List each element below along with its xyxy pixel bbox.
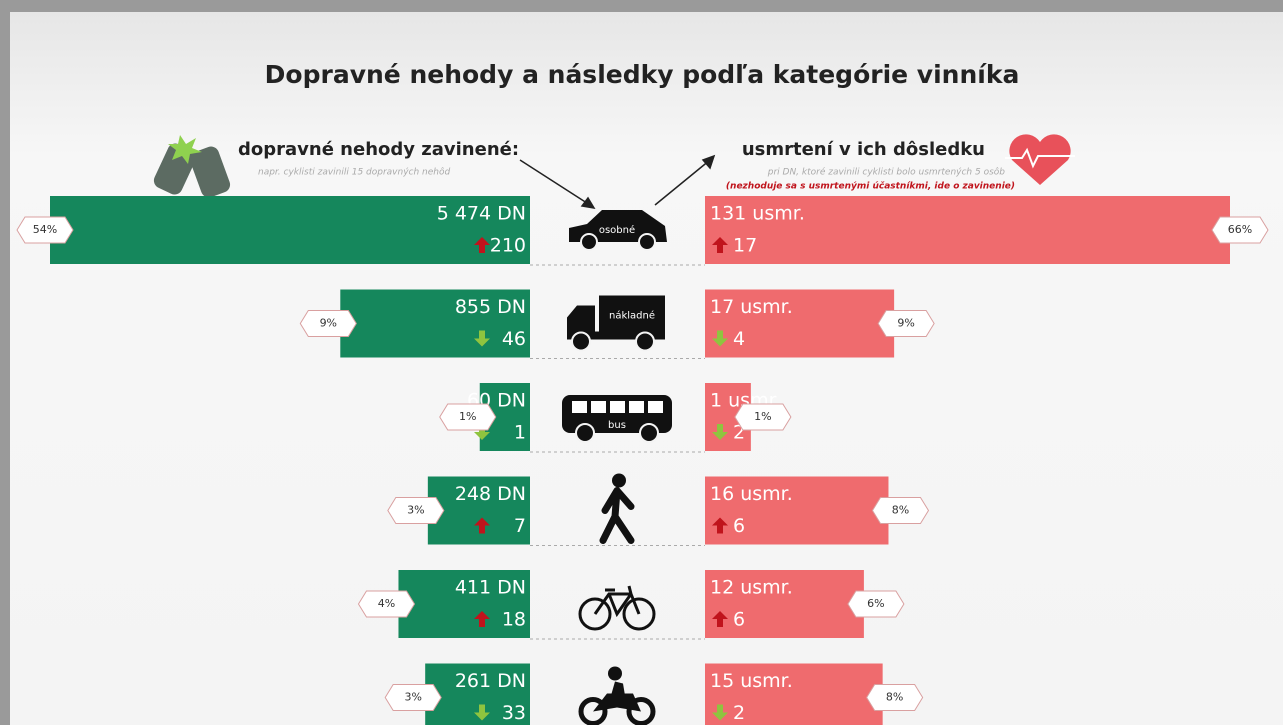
- accidents-label: 5 474 DN: [437, 203, 526, 225]
- deaths-label: 12 usmr.: [710, 577, 793, 599]
- deaths-change: 6: [733, 515, 745, 537]
- share-label: 8%: [886, 691, 903, 704]
- deaths-label: 131 usmr.: [710, 203, 805, 225]
- wheel: [640, 424, 658, 442]
- deaths-change: 17: [733, 235, 757, 257]
- right-heading: usmrtení v ich dôsledku: [742, 139, 985, 160]
- wheel: [572, 333, 590, 351]
- share-label: 9%: [897, 317, 914, 330]
- deaths-label: 17 usmr.: [710, 296, 793, 318]
- bus-window: [648, 401, 663, 413]
- category-label: nákladné: [609, 310, 655, 322]
- accidents-change: 1: [514, 422, 526, 444]
- share-label: 66%: [1228, 223, 1252, 236]
- share-label: 3%: [404, 691, 421, 704]
- bus-window: [629, 401, 644, 413]
- right-warning: (nezhoduje sa s usmrtenými účastníkmi, i…: [726, 181, 1015, 192]
- accidents-change: 46: [502, 328, 526, 350]
- share-label: 4%: [378, 597, 395, 610]
- left-heading: dopravné nehody zavinené:: [238, 139, 519, 160]
- accidents-label: 248 DN: [455, 483, 526, 505]
- head: [612, 474, 626, 488]
- share-label: 1%: [459, 410, 476, 423]
- share-label: 6%: [867, 597, 884, 610]
- right-note: pri DN, ktoré zavinili cyklisti bolo usm…: [767, 167, 1006, 178]
- accidents-label: 261 DN: [455, 670, 526, 692]
- category-label: bus: [608, 420, 626, 431]
- rider-head: [608, 667, 622, 681]
- accidents-change: 33: [502, 702, 526, 724]
- background: [10, 12, 1283, 725]
- wheel: [639, 234, 655, 250]
- share-label: 8%: [892, 504, 909, 517]
- share-label: 9%: [320, 317, 337, 330]
- title: Dopravné nehody a následky podľa kategór…: [265, 60, 1020, 89]
- wheel: [581, 234, 597, 250]
- bus-window: [610, 401, 625, 413]
- deaths-label: 15 usmr.: [710, 670, 793, 692]
- share-label: 1%: [754, 410, 771, 423]
- category-label: osobné: [599, 224, 635, 236]
- accidents-label: 411 DN: [455, 577, 526, 599]
- bus-window: [591, 401, 606, 413]
- share-label: 54%: [33, 223, 57, 236]
- accidents-change: 210: [490, 235, 526, 257]
- infographic: Dopravné nehody a následky podľa kategór…: [0, 0, 1283, 725]
- share-label: 3%: [407, 504, 424, 517]
- deaths-change: 2: [733, 702, 745, 724]
- deaths-label: 16 usmr.: [710, 483, 793, 505]
- left-note: napr. cyklisti zavinili 15 dopravných ne…: [258, 167, 451, 178]
- wheel: [576, 424, 594, 442]
- deaths-change: 4: [733, 328, 745, 350]
- accidents-change: 18: [502, 609, 526, 631]
- wheel: [636, 333, 654, 351]
- accidents-change: 7: [514, 515, 526, 537]
- accidents-label: 855 DN: [455, 296, 526, 318]
- deaths-change: 6: [733, 609, 745, 631]
- bus-window: [572, 401, 587, 413]
